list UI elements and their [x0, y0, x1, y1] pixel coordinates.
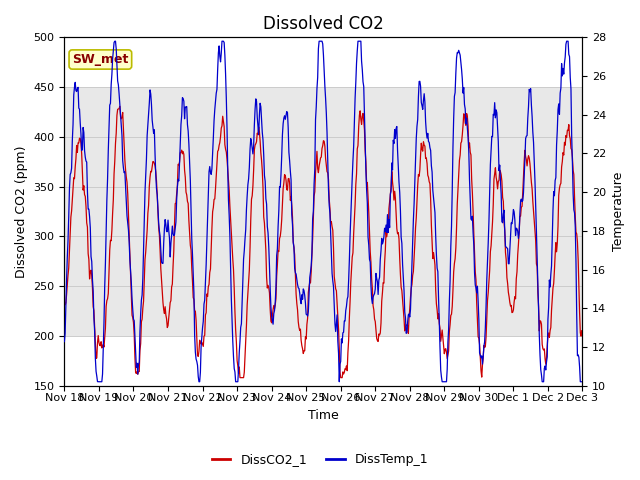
X-axis label: Time: Time [308, 409, 339, 422]
Title: Dissolved CO2: Dissolved CO2 [263, 15, 384, 33]
Bar [65, 87, 582, 336]
Y-axis label: Dissolved CO2 (ppm): Dissolved CO2 (ppm) [15, 145, 28, 278]
Text: SW_met: SW_met [72, 53, 129, 66]
Y-axis label: Temperature: Temperature [612, 172, 625, 251]
Legend: DissCO2_1, DissTemp_1: DissCO2_1, DissTemp_1 [207, 448, 433, 471]
